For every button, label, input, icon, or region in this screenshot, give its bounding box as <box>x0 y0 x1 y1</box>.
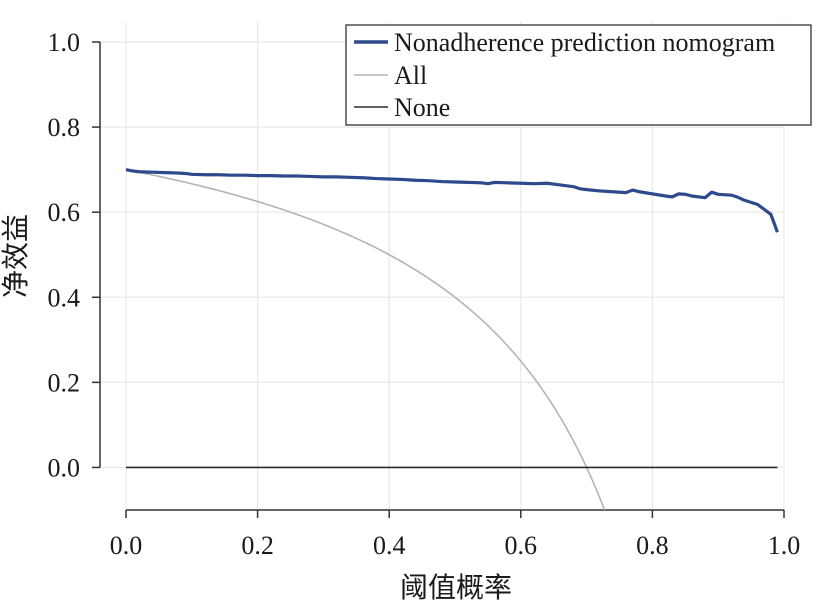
x-tick-label: 0.6 <box>505 531 538 560</box>
y-tick-label: 0.4 <box>48 283 81 312</box>
y-tick-label: 1.0 <box>48 28 81 57</box>
y-tick-label: 0.2 <box>48 368 81 397</box>
y-tick-label: 0.8 <box>48 113 81 142</box>
y-axis-title: 净效益 <box>0 214 32 298</box>
axes-layer: 0.0 0.2 0.4 0.6 0.8 1.0 0.0 0.2 0.4 0.6 0.8 1.0 <box>48 28 801 560</box>
x-axis-title: 阈值概率 <box>400 571 512 604</box>
x-tick-label: 1.0 <box>768 531 801 560</box>
x-tick-label: 0.8 <box>636 531 669 560</box>
y-tick-label: 0.6 <box>48 198 81 227</box>
series-line-nomogram <box>125 168 779 233</box>
legend: Nonadherence prediction nomogram All Non… <box>345 24 812 126</box>
series-layer <box>125 168 779 511</box>
x-tick-label: 0.2 <box>241 531 274 560</box>
legend-label-all: All <box>394 61 427 90</box>
y-tick-label: 0.0 <box>48 453 81 482</box>
legend-label-nomogram: Nonadherence prediction nomogram <box>394 28 775 57</box>
x-tick-label: 0.0 <box>110 531 143 560</box>
x-tick-label: 0.4 <box>373 531 406 560</box>
legend-box <box>345 24 812 126</box>
legend-label-none: None <box>394 93 450 122</box>
series-line-all <box>125 168 606 511</box>
